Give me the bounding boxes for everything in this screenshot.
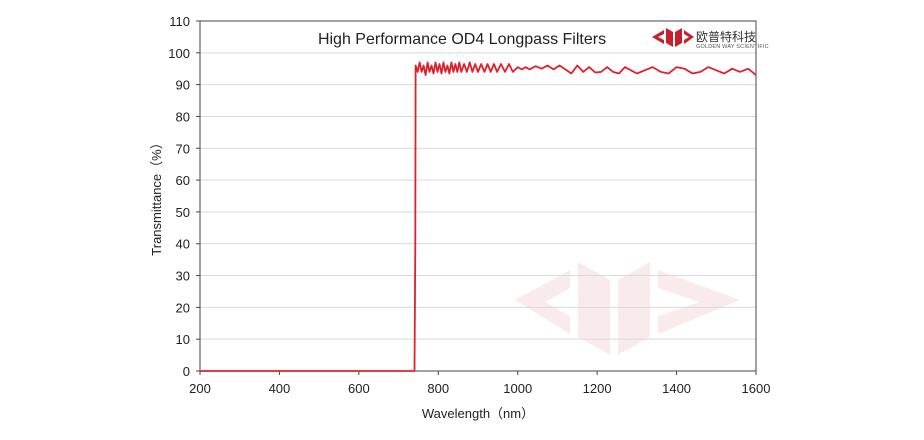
y-axis: 0 10 20 30 40 50 60 70 80 90 100 110 — [168, 14, 200, 379]
x-tick-label: 600 — [348, 381, 370, 396]
chart-title: High Performance OD4 Longpass Filters — [318, 31, 606, 48]
x-tick-label: 200 — [189, 381, 211, 396]
y-tick-label: 80 — [176, 109, 190, 124]
logo-english-name: GOLDEN WAY SCIENTIFIC — [696, 44, 769, 50]
y-tick-label: 100 — [168, 46, 190, 61]
transmittance-line — [200, 61, 757, 372]
y-tick-label: 10 — [176, 332, 190, 347]
y-tick-label: 50 — [176, 205, 190, 220]
y-tick-label: 60 — [176, 173, 190, 188]
x-tick-label: 1600 — [742, 381, 771, 396]
x-tick-label: 800 — [427, 381, 449, 396]
y-tick-label: 40 — [176, 237, 190, 252]
x-tick-label: 1000 — [503, 381, 532, 396]
x-axis-title: Wavelength（nm） — [422, 406, 534, 421]
brand-logo: 欧普特科技 GOLDEN WAY SCIENTIFIC — [652, 28, 769, 50]
x-axis: 200 400 600 800 1000 1200 1400 1600 — [189, 371, 770, 396]
y-tick-label: 30 — [176, 269, 190, 284]
y-tick-label: 90 — [176, 78, 190, 93]
x-tick-label: 1200 — [583, 381, 612, 396]
y-axis-title: Transmittance（%） — [149, 136, 164, 255]
x-tick-label: 1400 — [662, 381, 691, 396]
brand-logo-icon — [652, 28, 694, 47]
y-tick-label: 20 — [176, 300, 190, 315]
logo-chinese-name: 欧普特科技 — [696, 29, 756, 44]
watermark-logo — [515, 262, 740, 355]
y-tick-label: 70 — [176, 141, 190, 156]
grid-lines — [200, 52, 756, 340]
plot-frame — [199, 20, 757, 372]
y-tick-label: 0 — [183, 364, 190, 379]
y-tick-label: 110 — [169, 14, 190, 29]
x-tick-label: 400 — [269, 381, 291, 396]
